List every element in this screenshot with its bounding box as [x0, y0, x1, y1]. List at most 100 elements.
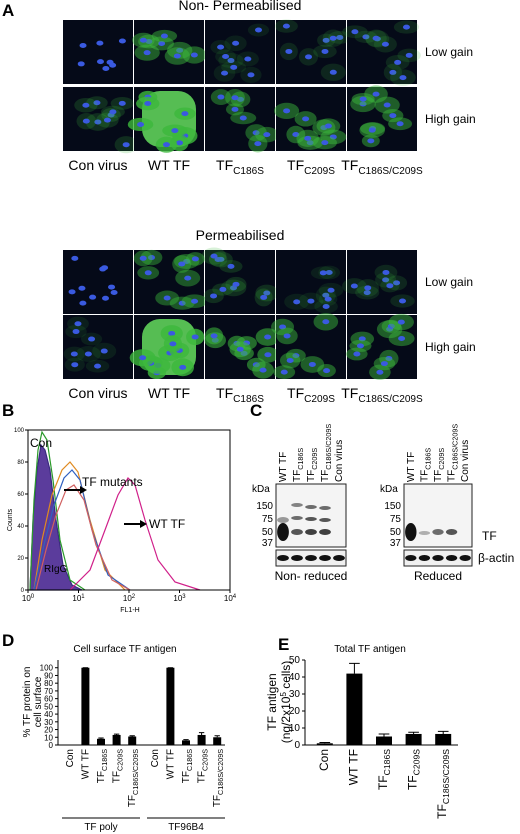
y-tick-label: 70	[44, 687, 53, 696]
label-main: TF	[419, 470, 430, 482]
nucleus	[96, 59, 104, 65]
label: Con virus	[68, 385, 127, 401]
annotation: TF mutants	[82, 475, 143, 489]
nucleus	[168, 330, 176, 336]
y-tick-label: 0	[294, 740, 300, 751]
label-main: TF	[433, 470, 444, 482]
nucleus	[397, 319, 405, 325]
nucleus	[398, 298, 406, 304]
nucleus	[264, 352, 272, 358]
tick-exp: 0	[31, 594, 35, 600]
nucleus	[100, 348, 108, 354]
label: TFC186S/C209S	[341, 385, 423, 405]
nucleus	[71, 255, 79, 261]
nucleus	[307, 298, 315, 304]
band	[405, 523, 417, 541]
chart-title: Cell surface TF antigen	[73, 644, 176, 655]
band-label: TF	[482, 529, 497, 543]
panel-label: E	[278, 635, 289, 654]
bar	[81, 667, 90, 745]
nucleus	[210, 333, 218, 339]
nucleus	[143, 50, 151, 56]
micrograph	[347, 250, 417, 314]
label: TFC186S/C209S	[435, 749, 451, 819]
nucleus	[230, 64, 238, 70]
nucleus	[108, 284, 116, 290]
nucleus	[232, 40, 240, 46]
nucleus	[263, 132, 271, 138]
nucleus	[122, 142, 130, 148]
micrograph	[205, 20, 275, 84]
nucleus	[293, 299, 301, 305]
label: Con virus	[334, 440, 345, 482]
label-sub: C186S/C209S	[131, 749, 140, 795]
marker-label: 75	[262, 514, 274, 525]
y-tick-label: 80	[44, 679, 53, 688]
nucleus	[178, 300, 186, 306]
nucleus	[162, 142, 170, 148]
marker-label: 75	[390, 514, 402, 525]
label-main: WT TF	[165, 749, 176, 779]
nucleus	[351, 29, 359, 35]
nucleus	[322, 37, 330, 43]
label-main: TF	[127, 795, 138, 807]
nucleus	[71, 362, 79, 368]
label-main: WT TF	[148, 385, 190, 401]
micrograph	[63, 87, 133, 151]
nucleus	[227, 263, 235, 269]
label-main: Con virus	[334, 440, 345, 482]
label-sub: C186S	[423, 448, 432, 470]
band-actin	[305, 555, 317, 561]
y-tick-label: 0	[21, 588, 25, 594]
nucleus	[139, 355, 147, 361]
label-sub: C186S/C209S	[451, 424, 460, 470]
band	[418, 531, 431, 535]
band	[291, 529, 303, 535]
tick-base: 10	[22, 594, 31, 603]
label-sub: C209S	[304, 394, 335, 405]
label-sub: C186S/C209S	[358, 166, 423, 177]
label-sub: C186S	[296, 448, 305, 470]
band	[291, 503, 303, 507]
error-bar	[129, 735, 135, 737]
label: Con	[317, 749, 331, 771]
flow-curves	[29, 430, 201, 591]
nucleus	[279, 324, 287, 330]
nucleus	[305, 54, 313, 60]
nucleus	[252, 130, 260, 136]
label-main: TF	[320, 470, 331, 482]
annotation: WT TF	[149, 517, 185, 531]
nucleus	[263, 290, 271, 296]
label-main: TF	[287, 385, 304, 401]
y-tick-label: 60	[44, 695, 53, 704]
label-main: WT TF	[346, 749, 360, 785]
nucleus	[376, 369, 384, 375]
error-bar	[378, 733, 390, 737]
section-title: Permeabilised	[196, 227, 285, 243]
label: Con	[65, 749, 76, 767]
label: TFC186S/C209S	[320, 424, 333, 482]
label-main: TF	[287, 157, 304, 173]
nucleus	[219, 286, 227, 292]
nucleus	[144, 101, 152, 107]
nucleus	[322, 303, 330, 309]
label-main: TF	[406, 775, 420, 790]
label-main: TF	[197, 771, 208, 783]
y-label-part: (ng/2x10	[279, 696, 293, 743]
nucleus	[302, 116, 310, 122]
x-tick-label: 100	[22, 594, 35, 603]
x-tick-label: 103	[173, 594, 186, 603]
nucleus	[82, 102, 90, 108]
nucleus	[147, 255, 155, 261]
label-main: TF	[292, 470, 303, 482]
y-label: cell surface	[33, 676, 44, 727]
band	[291, 516, 303, 520]
nucleus	[160, 33, 168, 39]
band-actin	[459, 555, 471, 561]
bar	[182, 740, 190, 745]
nucleus	[405, 52, 413, 58]
y-tick-label: 20	[17, 556, 24, 562]
nucleus	[386, 283, 394, 289]
label: Con virus	[68, 157, 127, 173]
error-bar	[214, 735, 220, 738]
